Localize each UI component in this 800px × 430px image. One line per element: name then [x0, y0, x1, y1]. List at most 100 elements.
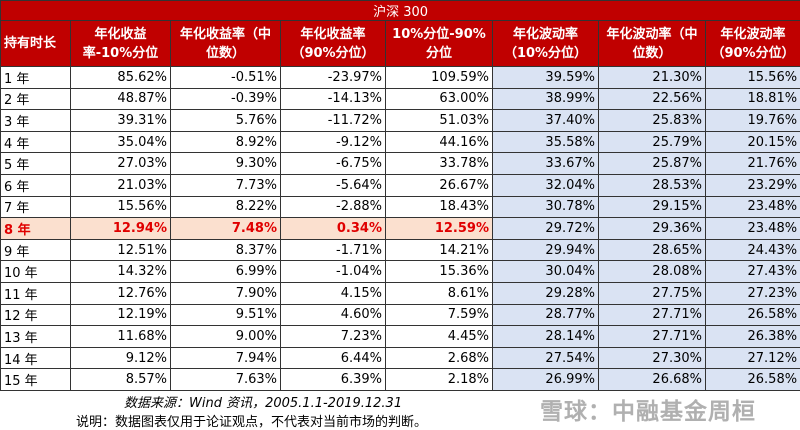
table-cell: 27.54%	[492, 346, 599, 370]
table-cell: 25.83%	[598, 109, 706, 132]
table-cell: -0.39%	[170, 87, 281, 111]
table-cell: 2.18%	[385, 368, 493, 391]
table-cell: 33.78%	[385, 152, 493, 175]
header-cell: 持有时长	[0, 20, 71, 67]
table-cell: 12.59%	[385, 217, 493, 240]
table-cell: 27.71%	[598, 303, 706, 327]
table-cell: 27.23%	[704, 281, 800, 305]
table-cell: 51.03%	[385, 109, 493, 132]
table-cell: 25.79%	[598, 130, 706, 154]
table-cell: 9.30%	[170, 152, 281, 175]
table-cell: 85.62%	[70, 66, 171, 89]
table-cell: 4.45%	[385, 325, 493, 348]
table-cell: 7 年	[0, 195, 71, 219]
note: 说明：数据图表仅用于论证观点，不代表对当前市场的判断。	[76, 415, 428, 430]
table-cell: 27.12%	[704, 346, 800, 370]
table-cell: 12 年	[0, 303, 71, 327]
data-table: 沪深 300 持有时长 年化收益率-10%分位 年化收益率（中位数） 年化收益率（90…	[0, 0, 800, 391]
table-row: 5 年 27.03% 9.30% -6.75% 33.78% 33.67% 25.87% 21…	[0, 152, 800, 175]
table-row: 8 年 12.94% 7.48% 0.34% 12.59% 29.72% 29.36% 23.…	[0, 217, 800, 240]
table-cell: 8.92%	[170, 130, 281, 154]
table-cell: 26.68%	[598, 368, 706, 391]
table-cell: 35.58%	[492, 130, 599, 154]
table-cell: 21.30%	[598, 66, 706, 89]
table-cell: 15.36%	[385, 260, 493, 283]
table-cell: 30.04%	[492, 260, 599, 283]
table-cell: 48.87%	[70, 87, 171, 111]
table-cell: 25.87%	[598, 152, 706, 175]
table-cell: 29.36%	[598, 217, 706, 240]
table-cell: 9.12%	[70, 346, 171, 370]
table-cell: 20.15%	[704, 130, 800, 154]
table-cell: -1.71%	[280, 238, 386, 262]
table-cell: 9.51%	[170, 303, 281, 327]
table-cell: 28.08%	[598, 260, 706, 283]
table-cell: -0.51%	[170, 66, 281, 89]
table-row: 10 年 14.32% 6.99% -1.04% 15.36% 30.04% 28.08% 2…	[0, 260, 800, 283]
table-cell: 28.65%	[598, 238, 706, 262]
table-cell: 27.71%	[598, 325, 706, 348]
table-cell: 27.03%	[70, 152, 171, 175]
header-row: 持有时长 年化收益率-10%分位 年化收益率（中位数） 年化收益率（90%分位） 10%…	[0, 20, 800, 67]
table-cell: 11.68%	[70, 325, 171, 348]
table-cell: 13 年	[0, 325, 71, 348]
watermark: 雪球：中融基金周桓	[540, 399, 756, 425]
table-cell: 8 年	[0, 217, 71, 240]
table-title: 沪深 300	[0, 0, 800, 21]
table-cell: 3 年	[0, 109, 71, 132]
table-cell: 63.00%	[385, 87, 493, 111]
table-cell: 27.75%	[598, 281, 706, 305]
table-cell: 5 年	[0, 152, 71, 175]
table-cell: 14.21%	[385, 238, 493, 262]
table-cell: 9 年	[0, 238, 71, 262]
table-cell: 19.76%	[704, 109, 800, 132]
table-cell: 38.99%	[492, 87, 599, 111]
table-cell: 21.76%	[704, 152, 800, 175]
table-cell: 35.04%	[70, 130, 171, 154]
table-cell: -23.97%	[280, 66, 386, 89]
table-cell: 18.43%	[385, 195, 493, 219]
table-cell: 44.16%	[385, 130, 493, 154]
table-cell: 7.90%	[170, 281, 281, 305]
table-body: 1 年 85.62% -0.51% -23.97% 109.59% 39.59% 21.30…	[0, 66, 800, 391]
table-cell: 10 年	[0, 260, 71, 283]
table-cell: -9.12%	[280, 130, 386, 154]
header-cell: 年化波动率（中位数）	[598, 20, 706, 67]
table-cell: 7.23%	[280, 325, 386, 348]
table-cell: 2.68%	[385, 346, 493, 370]
table-cell: 12.76%	[70, 281, 171, 305]
table-cell: 37.40%	[492, 109, 599, 132]
header-cell: 年化收益率（中位数）	[170, 20, 281, 67]
table-cell: 109.59%	[385, 66, 493, 89]
table-cell: 8.37%	[170, 238, 281, 262]
table-cell: 28.77%	[492, 303, 599, 327]
table-cell: 32.04%	[492, 173, 599, 197]
table-row: 1 年 85.62% -0.51% -23.97% 109.59% 39.59% 21.30…	[0, 66, 800, 89]
table-cell: 14.32%	[70, 260, 171, 283]
table-cell: 26.67%	[385, 173, 493, 197]
table-cell: 4 年	[0, 130, 71, 154]
header-cell: 10%分位-90%分位	[385, 20, 493, 67]
table-cell: 21.03%	[70, 173, 171, 197]
table-cell: -14.13%	[280, 87, 386, 111]
table-row: 4 年 35.04% 8.92% -9.12% 44.16% 35.58% 25.79% 20…	[0, 130, 800, 154]
table-cell: 29.72%	[492, 217, 599, 240]
table-cell: 39.31%	[70, 109, 171, 132]
table-row: 11 年 12.76% 7.90% 4.15% 8.61% 29.28% 27.75% 27.…	[0, 281, 800, 305]
table-cell: 26.38%	[704, 325, 800, 348]
table-cell: 28.53%	[598, 173, 706, 197]
table-cell: 18.81%	[704, 87, 800, 111]
table-cell: -11.72%	[280, 109, 386, 132]
table-cell: -6.75%	[280, 152, 386, 175]
table-cell: -5.64%	[280, 173, 386, 197]
table-cell: 6.44%	[280, 346, 386, 370]
table-cell: 1 年	[0, 66, 71, 89]
table-cell: 33.67%	[492, 152, 599, 175]
header-cell: 年化收益率-10%分位	[70, 20, 171, 67]
table-row: 15 年 8.57% 7.63% 6.39% 2.18% 26.99% 26.68% 26.5…	[0, 368, 800, 391]
table-cell: 7.63%	[170, 368, 281, 391]
source: 数据来源：Wind 资讯，2005.1.1-2019.12.31	[124, 396, 403, 411]
table-cell: 27.43%	[704, 260, 800, 283]
table-cell: 7.48%	[170, 217, 281, 240]
